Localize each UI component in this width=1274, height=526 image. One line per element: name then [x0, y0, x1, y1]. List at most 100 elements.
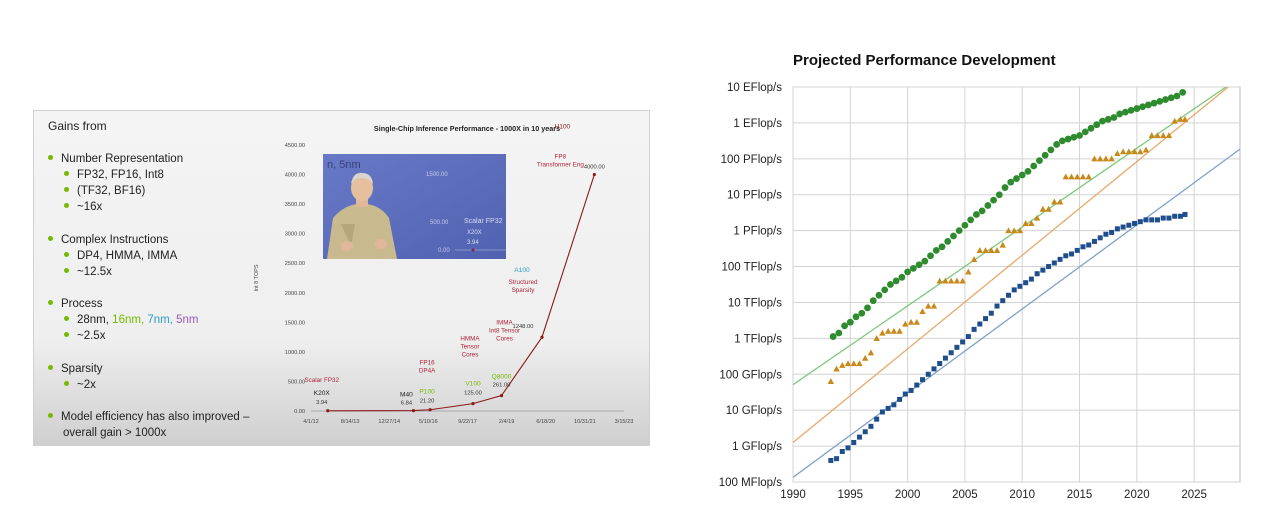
data-point [1154, 217, 1160, 223]
data-point [993, 247, 1001, 253]
bullet-sub: DP4, HMMA, IMMA [64, 249, 177, 263]
data-point [1167, 94, 1175, 102]
video-label: 3.94 [467, 240, 479, 246]
data-point [499, 393, 504, 398]
data-point [891, 402, 897, 408]
data-point [1177, 213, 1183, 219]
y-tick-label: 4500.00 [285, 143, 305, 149]
data-point [411, 408, 416, 413]
data-point [1109, 229, 1115, 235]
data-point [829, 333, 837, 340]
data-point [1074, 247, 1080, 253]
data-point [1172, 213, 1178, 219]
data-point [976, 247, 984, 253]
data-point [1033, 214, 1041, 221]
data-point [925, 371, 931, 377]
data-point [927, 252, 934, 260]
data-point [931, 366, 937, 372]
y-tick-label: 10 PFlop/s [727, 190, 782, 202]
data-point [1096, 155, 1104, 162]
bullet-number-representation: Number Representation [48, 152, 183, 166]
video-overlay-title: n, 5nm [327, 159, 361, 171]
annotation: Scalar FP32 [304, 377, 339, 384]
data-point [950, 232, 957, 240]
data-point [1034, 271, 1040, 277]
data-point [990, 196, 997, 204]
data-point [1181, 116, 1189, 122]
data-point [902, 391, 908, 397]
gpu-label: P100 [419, 389, 435, 396]
data-point [1143, 217, 1149, 223]
bullet-sub: 28nm, 16nm, 7nm, 5nm [64, 313, 199, 327]
data-point [1160, 132, 1167, 139]
bullet-dot-icon [64, 381, 69, 387]
x-tick-label: 2/4/19 [499, 419, 515, 425]
bullet-dot-icon [48, 155, 53, 161]
annotation: Structured Sparsity [508, 279, 538, 294]
data-point [1005, 227, 1012, 234]
data-point [983, 316, 989, 322]
data-point [965, 334, 971, 340]
data-point [862, 354, 869, 361]
data-point [1024, 167, 1032, 175]
data-point [879, 409, 885, 415]
video-tick: 0.00 [438, 248, 450, 254]
x-tick-label: 2005 [952, 489, 978, 501]
y-tick-label: 3500.00 [285, 202, 305, 208]
data-point [869, 297, 877, 305]
y-axis-label: Int 8 TOPS [254, 264, 260, 291]
trend-line [793, 87, 1228, 386]
data-point [947, 277, 955, 284]
data-point [1030, 162, 1038, 170]
gpu-label: K20X [314, 390, 331, 397]
data-label: 125.00 [464, 391, 482, 397]
data-point [1063, 253, 1069, 259]
data-label: 6.84 [401, 401, 413, 407]
y-tick-label: 10 EFlop/s [727, 82, 782, 94]
x-tick-label: 8/14/13 [341, 419, 360, 425]
bullet-model-efficiency-cont: overall gain > 1000x [63, 427, 167, 439]
data-point [1028, 220, 1035, 227]
bullet-dot-icon [48, 236, 53, 242]
data-point [1053, 141, 1061, 148]
data-point [970, 256, 978, 262]
data-point [1041, 151, 1049, 159]
data-point [932, 246, 940, 254]
data-point [828, 457, 834, 463]
x-tick-label: 6/18/20 [536, 419, 555, 425]
speaker-video[interactable]: n, 5nm 1500.00 500.00 0.00 Scalar FP32 X… [323, 154, 506, 259]
speaker-figure [327, 172, 397, 259]
video-tick: 1500.00 [426, 172, 448, 178]
bullet-dot-icon [64, 171, 69, 177]
data-point [907, 318, 915, 325]
data-point [1039, 205, 1047, 212]
data-point [858, 309, 866, 317]
data-point [908, 387, 914, 393]
data-point [1144, 101, 1152, 109]
bullet-sparsity: Sparsity [48, 362, 103, 376]
x-tick-label: 2010 [1009, 489, 1035, 501]
bullet-process: Process [48, 297, 103, 311]
data-point [948, 350, 954, 356]
data-point [930, 302, 938, 309]
gpu-label: H100 [554, 124, 570, 131]
y-tick-label: 1 GFlop/s [732, 441, 782, 453]
data-point [875, 291, 883, 299]
bullet-dot-icon [64, 252, 69, 258]
data-point [994, 303, 1000, 309]
gpu-label: Q8000 [492, 374, 512, 381]
data-point [904, 268, 912, 276]
annotation: FP8 Transformer Eng [537, 154, 585, 169]
data-point [909, 264, 917, 272]
trend-line [793, 148, 1240, 478]
data-point [1150, 99, 1158, 107]
x-tick-label: 12/27/14 [378, 419, 400, 425]
data-point [1074, 173, 1081, 180]
data-point [835, 329, 843, 337]
data-point [1007, 178, 1015, 186]
data-point [1047, 146, 1055, 154]
data-point [839, 361, 846, 368]
bullet-dot-icon [64, 316, 69, 322]
data-point [852, 313, 860, 321]
data-point [965, 268, 972, 275]
